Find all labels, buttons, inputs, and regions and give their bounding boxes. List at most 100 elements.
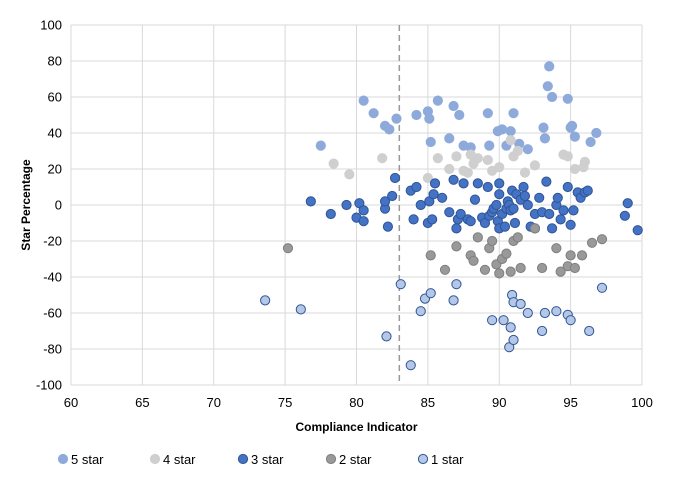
- data-point: [596, 282, 608, 293]
- data-point: [389, 172, 401, 184]
- data-point: [534, 192, 545, 203]
- x-tick-label: 85: [421, 395, 435, 410]
- legend-marker: [57, 453, 69, 465]
- data-point: [472, 178, 483, 189]
- data-point: [518, 181, 529, 193]
- data-point: [546, 91, 558, 103]
- data-point: [487, 235, 498, 247]
- data-point: [458, 178, 469, 189]
- data-point: [565, 315, 576, 326]
- data-point: [529, 223, 541, 234]
- legend-label: 5 star: [71, 452, 104, 467]
- legend-label: 3 star: [251, 452, 284, 467]
- data-point: [484, 140, 495, 151]
- x-tick-label: 95: [563, 395, 577, 410]
- data-point: [584, 325, 595, 337]
- data-point: [425, 250, 436, 261]
- y-tick-label: 100: [40, 18, 62, 33]
- data-point: [444, 133, 455, 144]
- data-point: [551, 243, 562, 254]
- data-point: [558, 205, 569, 216]
- data-point: [328, 158, 339, 169]
- data-point: [344, 169, 355, 180]
- data-point: [358, 205, 369, 216]
- data-point: [384, 124, 395, 135]
- legend-item: 5 star: [57, 452, 104, 467]
- data-point: [509, 217, 521, 229]
- data-point: [415, 199, 426, 211]
- data-point: [437, 192, 448, 203]
- data-point: [382, 221, 394, 232]
- data-point: [522, 199, 533, 211]
- data-point: [358, 95, 369, 106]
- legend-label: 2 star: [339, 452, 372, 467]
- x-tick-label: 90: [492, 395, 506, 410]
- data-point: [519, 190, 531, 202]
- data-point: [424, 113, 435, 124]
- data-point: [569, 262, 581, 274]
- legend-item: 3 star: [237, 452, 284, 467]
- data-point: [454, 109, 465, 121]
- data-point: [472, 232, 483, 243]
- data-point: [482, 154, 493, 166]
- data-point: [444, 163, 455, 175]
- data-point: [325, 208, 336, 220]
- data-point: [448, 100, 459, 112]
- gridlines: [70, 24, 643, 386]
- data-point: [499, 221, 511, 232]
- data-point: [451, 279, 462, 290]
- data-point: [565, 250, 576, 261]
- data-point: [422, 172, 433, 184]
- y-tick-label: -20: [43, 234, 62, 249]
- data-point: [432, 153, 443, 164]
- data-point: [415, 306, 426, 317]
- y-tick-label: -80: [43, 342, 62, 357]
- data-point: [508, 108, 519, 119]
- data-point: [544, 61, 555, 72]
- data-point: [515, 262, 526, 274]
- data-point: [505, 135, 516, 146]
- data-point: [619, 210, 630, 221]
- data-point: [455, 208, 466, 220]
- data-point: [505, 322, 516, 333]
- data-point: [541, 176, 552, 187]
- legend-item: 1 star: [417, 452, 464, 467]
- data-point: [555, 214, 566, 225]
- data-point: [482, 181, 493, 193]
- x-axis-ticks: 60 65 70 75 80 85 90 95 100: [64, 395, 653, 410]
- data-point: [282, 243, 294, 254]
- data-point: [391, 113, 402, 124]
- data-point: [377, 153, 388, 164]
- data-point: [432, 95, 443, 106]
- data-point: [451, 223, 462, 234]
- data-point: [522, 307, 533, 319]
- data-point: [405, 360, 416, 371]
- data-point: [555, 266, 566, 277]
- data-point: [579, 156, 591, 167]
- data-point: [411, 109, 422, 121]
- data-point: [482, 108, 493, 119]
- data-point: [408, 214, 419, 225]
- data-point: [551, 306, 562, 317]
- data-point: [508, 203, 519, 214]
- data-point: [451, 241, 462, 252]
- data-point: [562, 151, 573, 162]
- data-point: [544, 208, 555, 220]
- data-point: [448, 295, 459, 306]
- data-point: [428, 189, 439, 200]
- data-point: [479, 264, 491, 275]
- data-point: [491, 199, 502, 211]
- data-point: [569, 131, 581, 142]
- data-point: [487, 315, 498, 326]
- data-point: [448, 174, 459, 185]
- data-point: [582, 185, 593, 196]
- data-point: [381, 331, 392, 342]
- data-point: [425, 288, 436, 299]
- data-point: [368, 108, 379, 119]
- x-tick-label: 75: [278, 395, 292, 410]
- data-point: [501, 248, 512, 259]
- data-point: [494, 162, 505, 173]
- data-point: [552, 192, 563, 203]
- legend-item: 2 star: [325, 452, 372, 467]
